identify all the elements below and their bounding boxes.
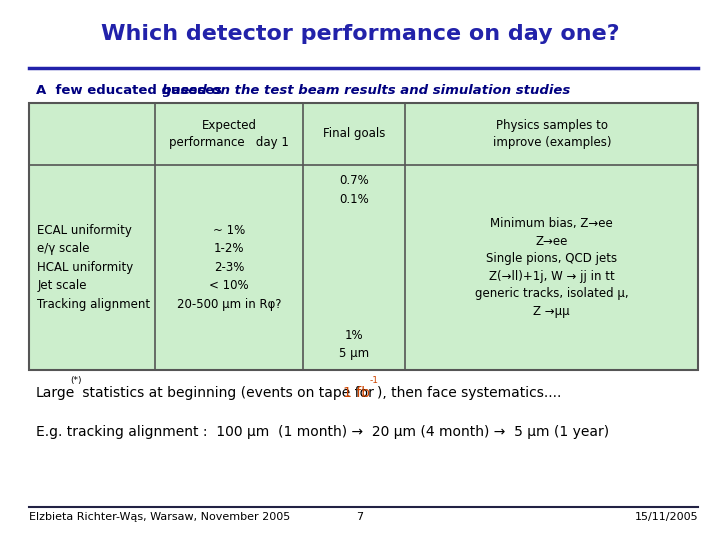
Bar	[303, 165, 405, 370]
Text: ~ 1%
1-2%
2-3%
< 10%
20-500 μm in Rφ?: ~ 1% 1-2% 2-3% < 10% 20-500 μm in Rφ?	[177, 224, 282, 311]
Text: 0.7%
0.1%: 0.7% 0.1%	[339, 174, 369, 206]
Bar	[29, 103, 155, 165]
Text: Physics samples to
improve (examples): Physics samples to improve (examples)	[492, 119, 611, 148]
Bar	[155, 103, 303, 165]
Text: (*): (*)	[71, 376, 82, 386]
Text: A  few educated guesses: A few educated guesses	[36, 84, 227, 97]
Bar	[29, 165, 155, 370]
Text: 7: 7	[356, 512, 364, 522]
Text: -1: -1	[369, 376, 379, 386]
Bar	[405, 165, 698, 370]
Text: based on the test beam results and simulation studies: based on the test beam results and simul…	[162, 84, 570, 97]
Text: 1%
5 μm: 1% 5 μm	[339, 329, 369, 360]
Text: 15/11/2005: 15/11/2005	[635, 512, 698, 522]
Bar	[29, 103, 698, 370]
Text: E.g. tracking alignment :  100 μm  (1 month) →  20 μm (4 month) →  5 μm (1 year): E.g. tracking alignment : 100 μm (1 mont…	[36, 425, 609, 439]
Text: Expected
performance   day 1: Expected performance day 1	[169, 119, 289, 148]
Text: Minimum bias, Z→ee
Z→ee
Single pions, QCD jets
Z(→ll)+1j, W → jj in tt
generic t: Minimum bias, Z→ee Z→ee Single pions, QC…	[475, 217, 629, 318]
Text: 1 fb: 1 fb	[343, 386, 370, 400]
Bar	[405, 103, 698, 165]
Text: Final goals: Final goals	[323, 127, 385, 140]
Text: statistics at beginning (events on tape for: statistics at beginning (events on tape …	[78, 386, 378, 400]
Bar	[303, 103, 405, 165]
Text: Large: Large	[36, 386, 76, 400]
Text: Elzbieta Richter-Wąs, Warsaw, November 2005: Elzbieta Richter-Wąs, Warsaw, November 2…	[29, 512, 290, 522]
Text: ECAL uniformity
e/γ scale
HCAL uniformity
Jet scale
Tracking alignment: ECAL uniformity e/γ scale HCAL uniformit…	[37, 224, 150, 311]
Bar	[155, 165, 303, 370]
Text: Which detector performance on day one?: Which detector performance on day one?	[101, 24, 619, 44]
Text: ), then face systematics....: ), then face systematics....	[377, 386, 561, 400]
